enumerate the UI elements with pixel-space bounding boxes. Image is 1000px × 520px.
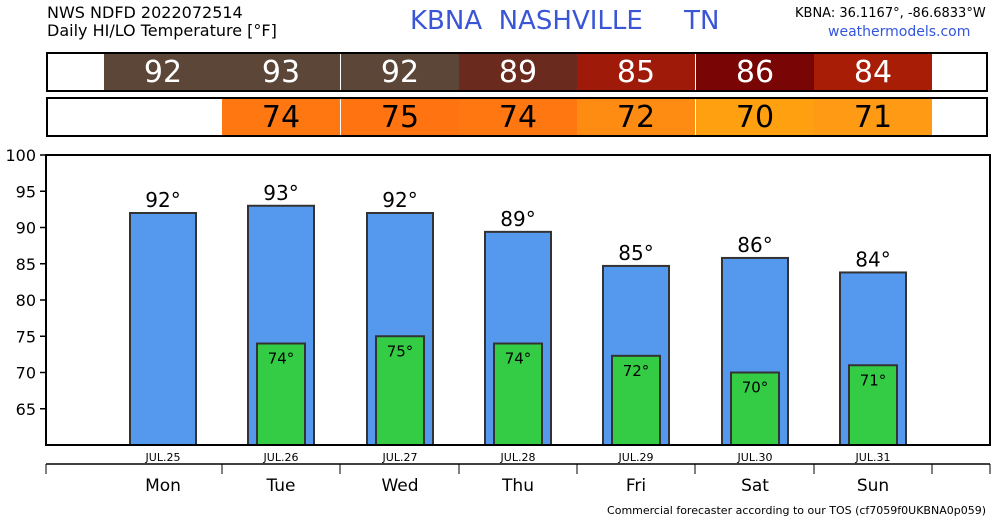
y-tick-label: 90 bbox=[16, 219, 36, 238]
station-location: KBNA NASHVILLE TN bbox=[410, 6, 720, 36]
high-value-label: 86° bbox=[737, 233, 772, 257]
station-coordinates: KBNA: 36.1167°, -86.6833°W bbox=[795, 6, 986, 21]
date-label: JUL.25 bbox=[145, 451, 181, 464]
high-value-label: 89° bbox=[500, 207, 535, 231]
low-value-label: 72° bbox=[623, 362, 650, 380]
low-bar bbox=[611, 354, 661, 447]
high-value-label: 93° bbox=[263, 181, 298, 205]
date-label: JUL.31 bbox=[855, 451, 891, 464]
high-value-label: 92° bbox=[382, 188, 417, 212]
low-value-label: 71° bbox=[860, 371, 887, 389]
y-tick-label: 85 bbox=[16, 255, 36, 274]
day-label: Tue bbox=[265, 476, 295, 496]
low-temperature-strip: 74 75 74 72 70 71 bbox=[46, 97, 988, 137]
day-label: Fri bbox=[626, 476, 646, 496]
high-cell-sun: 84 bbox=[814, 54, 932, 90]
high-cell-wed: 92 bbox=[341, 54, 459, 90]
high-temperature-strip: 92 93 92 89 85 86 84 bbox=[46, 52, 988, 92]
day-label: Sat bbox=[741, 476, 769, 496]
date-label: JUL.29 bbox=[618, 451, 654, 464]
plot-frame-border bbox=[45, 154, 991, 446]
low-bar bbox=[730, 371, 780, 446]
day-label: Mon bbox=[145, 476, 181, 496]
low-value-label: 70° bbox=[742, 379, 769, 397]
site-link[interactable]: weathermodels.com bbox=[828, 24, 971, 40]
high-cell-fri: 85 bbox=[577, 54, 695, 90]
high-cell-thu: 89 bbox=[459, 54, 577, 90]
date-label: JUL.27 bbox=[382, 451, 418, 464]
high-cell-mon: 92 bbox=[104, 54, 222, 90]
chart-title: Daily HI/LO Temperature [°F] bbox=[47, 21, 277, 40]
low-cell-thu: 74 bbox=[459, 99, 577, 135]
low-cell-fri: 72 bbox=[577, 99, 695, 135]
day-label: Wed bbox=[381, 476, 418, 496]
high-value-label: 92° bbox=[145, 188, 180, 212]
date-label: JUL.28 bbox=[500, 451, 536, 464]
low-value-label: 75° bbox=[387, 342, 414, 360]
low-cell-wed: 75 bbox=[341, 99, 459, 135]
y-tick-label: 65 bbox=[16, 400, 36, 419]
y-tick-label: 95 bbox=[16, 182, 36, 201]
date-label: JUL.30 bbox=[737, 451, 773, 464]
low-bar bbox=[848, 364, 898, 446]
high-value-label: 85° bbox=[618, 241, 653, 265]
y-tick-label: 75 bbox=[16, 327, 36, 346]
low-value-label: 74° bbox=[505, 350, 532, 368]
low-value-label: 74° bbox=[268, 350, 295, 368]
y-tick-label: 70 bbox=[16, 364, 36, 383]
y-tick-label: 100 bbox=[5, 146, 36, 165]
high-cell-sat: 86 bbox=[696, 54, 814, 90]
model-run-title: NWS NDFD 2022072514 bbox=[47, 3, 243, 22]
date-label: JUL.26 bbox=[263, 451, 299, 464]
high-bar bbox=[129, 212, 197, 446]
footer-note: Commercial forecaster according to our T… bbox=[607, 504, 986, 517]
low-bar bbox=[375, 335, 425, 446]
low-cell-sun: 71 bbox=[814, 99, 932, 135]
high-value-label: 84° bbox=[855, 247, 890, 271]
day-label: Thu bbox=[501, 476, 534, 496]
low-cell-sat: 70 bbox=[696, 99, 814, 135]
low-cell-tue: 74 bbox=[222, 99, 340, 135]
y-tick-label: 80 bbox=[16, 291, 36, 310]
high-cell-tue: 93 bbox=[222, 54, 340, 90]
day-label: Sun bbox=[857, 476, 889, 496]
